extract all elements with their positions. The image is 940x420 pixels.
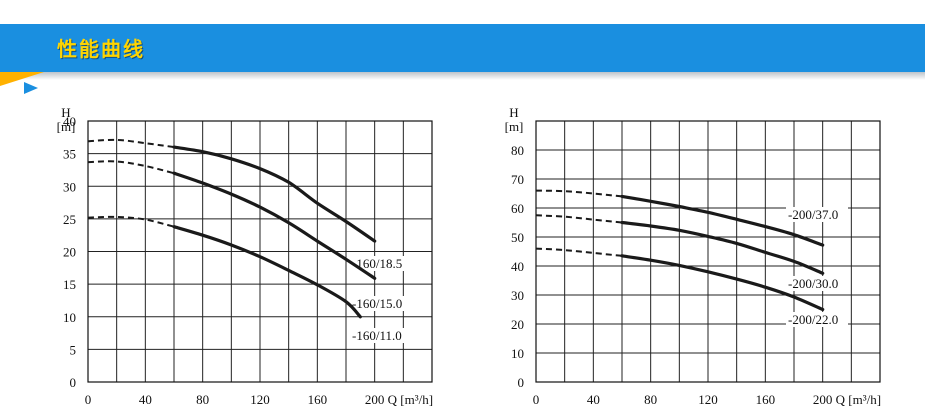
series-label: -160/11.0: [352, 328, 402, 343]
series-curve: [620, 254, 825, 312]
y-tick-label: 70: [511, 172, 524, 187]
x-tick-label: 120: [250, 392, 270, 407]
y-axis-unit: [m]: [505, 119, 524, 134]
x-axis-title: Q [m³/h]: [388, 392, 433, 407]
y-axis-title: H: [509, 105, 518, 120]
y-tick-label: 20: [511, 317, 524, 332]
y-tick-label: 40: [63, 114, 76, 129]
header-banner: [0, 24, 925, 72]
series-curve-dashed: [87, 215, 175, 228]
y-tick-label: 30: [63, 179, 76, 194]
series-label: -200/37.0: [788, 207, 838, 222]
series-curve-dashed: [535, 214, 623, 224]
x-tick-label: 200: [365, 392, 385, 407]
series-label-background: [786, 312, 848, 327]
y-tick-label: 10: [511, 346, 524, 361]
plot-frame: [87, 120, 433, 383]
series-curve-dashed: [535, 247, 623, 257]
y-tick-label: 0: [518, 375, 525, 390]
y-tick-label: 35: [63, 147, 76, 162]
series-curve-dashed: [87, 138, 175, 149]
series-curve: [172, 225, 362, 319]
series-label-background: [786, 276, 848, 291]
y-tick-label: 20: [63, 245, 76, 260]
y-tick-label: 80: [511, 143, 524, 158]
x-tick-label: 0: [533, 392, 540, 407]
series-curve: [620, 194, 825, 247]
series-curve: [172, 171, 377, 280]
y-tick-label: 40: [511, 259, 524, 274]
y-tick-label: 5: [70, 342, 77, 357]
series-curve-dashed: [87, 160, 175, 175]
series-curve: [172, 145, 377, 243]
y-tick-label: 50: [511, 230, 524, 245]
y-axis-title: H: [61, 105, 70, 120]
arrow-right-icon: [24, 82, 38, 94]
performance-chart-160: 0 5 10 15 20 25 30 35 40 0 40 80 120 160 200 H[m] Q [m³/…: [57, 105, 433, 407]
series-label: -160/15.0: [352, 296, 402, 311]
performance-chart-200: 0 10 20 30 40 50 60 70 80 0 40 80 120 160 200 H[m] Q [m³…: [505, 105, 881, 407]
y-tick-label: 15: [63, 277, 76, 292]
section-title: 性能曲线: [57, 37, 145, 61]
series-label-background: [350, 296, 412, 311]
y-tick-label: 0: [70, 375, 77, 390]
y-tick-label: 25: [63, 212, 76, 227]
y-axis-unit: [m]: [57, 119, 76, 134]
y-tick-label: 30: [511, 288, 524, 303]
banner-shadow: [0, 72, 925, 80]
series-label-background: [350, 256, 412, 271]
x-tick-label: 200: [813, 392, 833, 407]
series-label-background: [786, 207, 848, 222]
x-tick-label: 120: [698, 392, 718, 407]
x-axis-title: Q [m³/h]: [836, 392, 881, 407]
y-tick-label: 60: [511, 201, 524, 216]
series-curve: [620, 220, 825, 275]
series-label-background: [350, 328, 412, 343]
x-tick-label: 0: [85, 392, 92, 407]
x-tick-label: 80: [196, 392, 209, 407]
x-tick-label: 160: [756, 392, 776, 407]
y-tick-label: 10: [63, 310, 76, 325]
series-label: -200/22.0: [788, 312, 838, 327]
series-label: -160/18.5: [352, 256, 402, 271]
x-tick-label: 40: [587, 392, 600, 407]
x-tick-label: 80: [644, 392, 657, 407]
series-label: -200/30.0: [788, 276, 838, 291]
plot-frame: [535, 120, 881, 383]
x-tick-label: 160: [308, 392, 328, 407]
series-curve-dashed: [535, 189, 623, 198]
x-tick-label: 40: [139, 392, 152, 407]
